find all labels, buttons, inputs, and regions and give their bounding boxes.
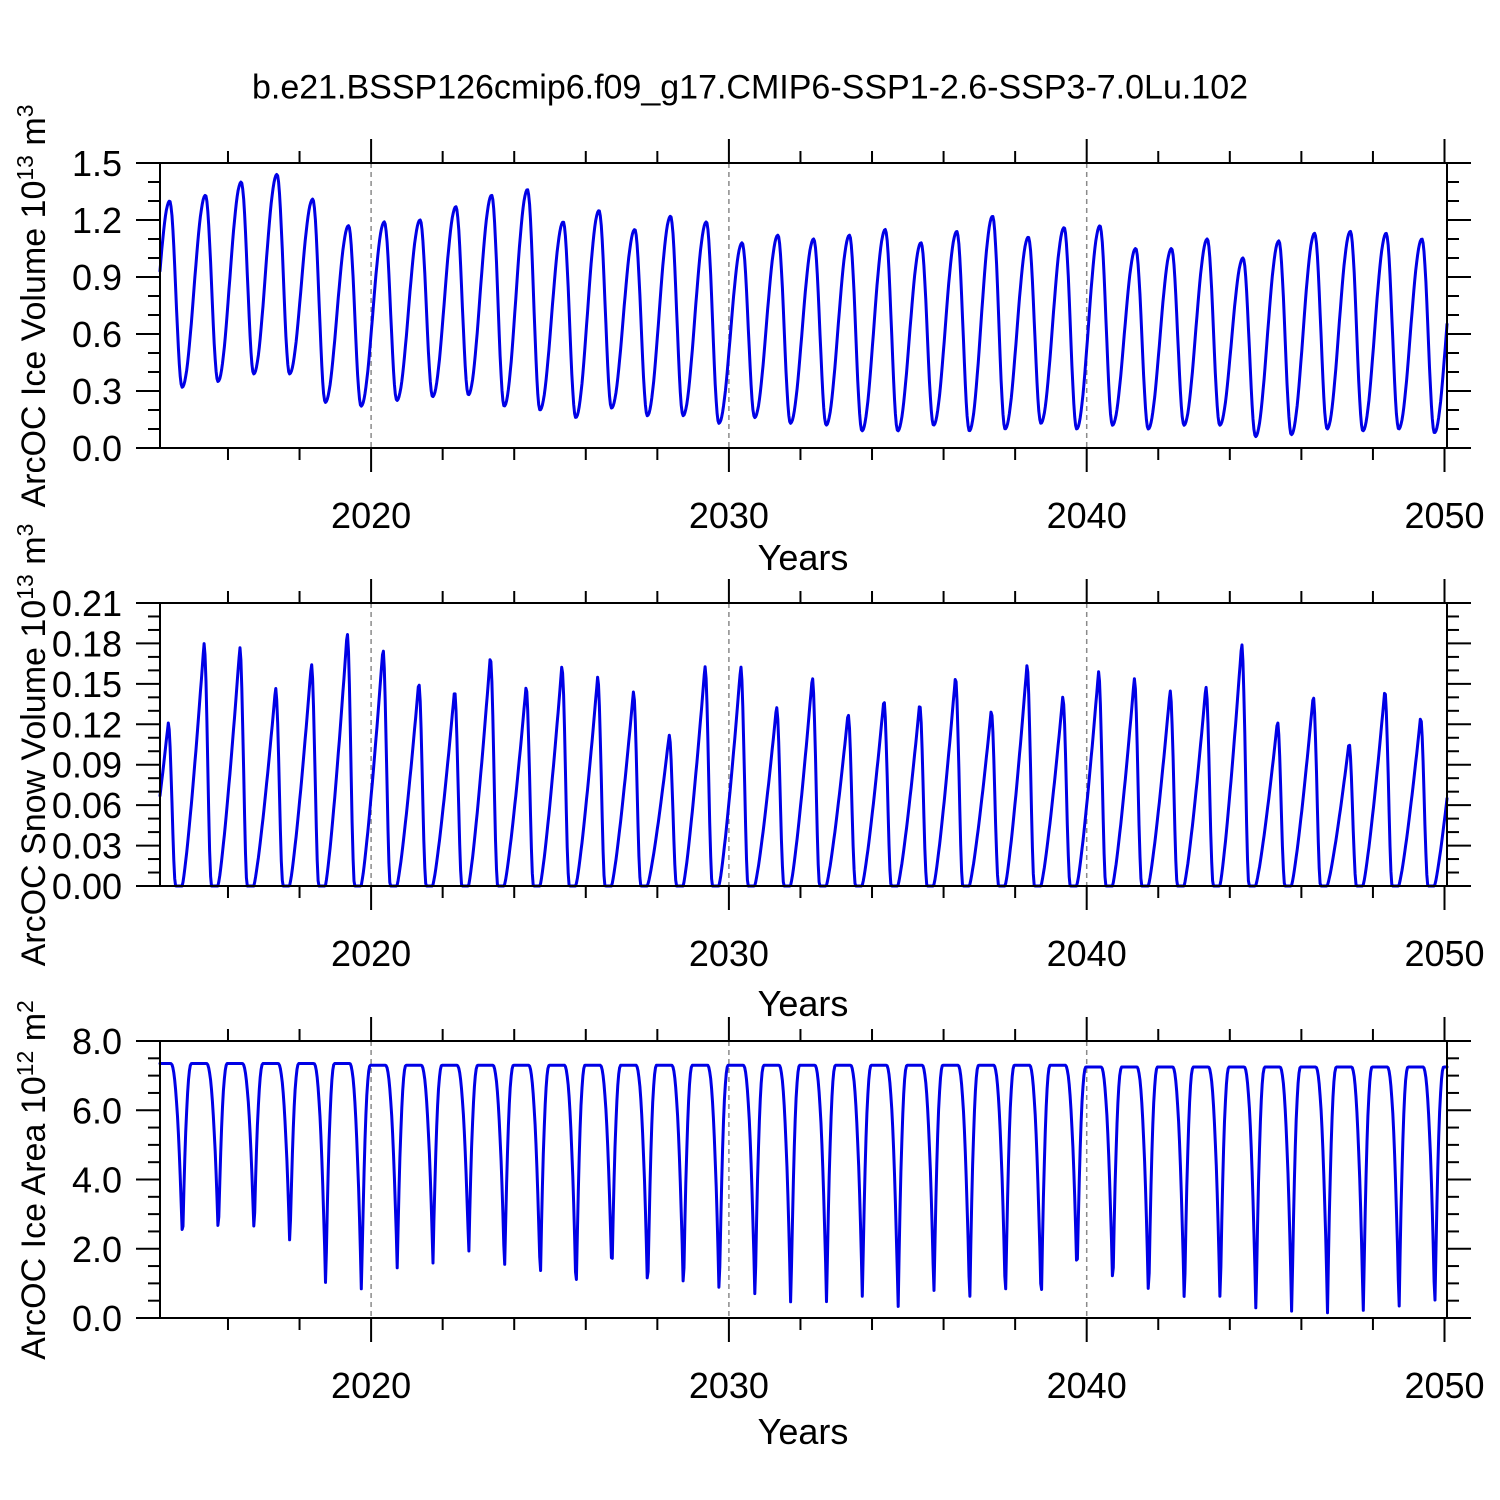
y-tick-label: 0.0	[72, 428, 122, 469]
x-axis-title-1: Years	[757, 537, 849, 578]
x-tick-label: 2040	[1047, 933, 1127, 974]
y-axis-title-ice-volume: ArcOC Ice Volume 1013 m3	[12, 104, 54, 507]
x-tick-label: 2030	[689, 495, 769, 536]
unit-exponent-text: 2	[11, 1000, 38, 1013]
y-axis-title-ice-area: ArcOC Ice Area 1012 m2	[12, 1000, 54, 1360]
y-tick-label: 0.6	[72, 314, 122, 355]
y-axis-unit-text: m	[15, 536, 54, 575]
y-tick-label: 0.18	[52, 623, 122, 664]
series-line-ice-volume	[158, 173, 1449, 439]
x-axis-title-3: Years	[757, 1411, 849, 1452]
y-axis-title-text: ArcOC Ice Area 10	[15, 1076, 54, 1360]
y-tick-label: 0.21	[52, 583, 122, 624]
series-line-snow-volume	[158, 633, 1449, 888]
y-axis-title-text: ArcOC Ice Volume 10	[15, 180, 54, 508]
panel-ice-area: 0.0 2.0 4.0 6.0 8.0 2020 2030 2040 2050	[72, 1017, 1485, 1406]
y-axis-title-text: ArcOC Snow Volume 10	[15, 599, 54, 967]
unit-exponent-text: 3	[11, 523, 38, 537]
y-tick-label: 0.15	[52, 664, 122, 705]
x-tick-label: 2020	[331, 1365, 411, 1406]
y-tick-label: 0.09	[52, 745, 122, 786]
x-tick-label: 2050	[1404, 1365, 1484, 1406]
y-tick-label: 0.3	[72, 371, 122, 412]
y-tick-label: 0.12	[52, 704, 122, 745]
y-tick-label: 0.03	[52, 826, 122, 867]
x-tick-label: 2050	[1404, 495, 1484, 536]
x-tick-label: 2040	[1047, 1365, 1127, 1406]
y-tick-label: 0.9	[72, 257, 122, 298]
axis-frame	[159, 162, 1448, 449]
y-tick-label: 4.0	[72, 1160, 122, 1201]
y-tick-label: 1.2	[72, 200, 122, 241]
exponent-text: 13	[11, 155, 38, 181]
chart-title: b.e21.BSSP126cmip6.f09_g17.CMIP6-SSP1-2.…	[251, 68, 1249, 107]
x-axis-title-2: Years	[757, 983, 849, 1024]
y-axis-unit-text: m	[15, 1012, 54, 1051]
y-tick-label: 0.06	[52, 785, 122, 826]
y-tick-label: 0.0	[72, 1298, 122, 1339]
axis-frame	[159, 602, 1448, 887]
x-tick-label: 2040	[1047, 495, 1127, 536]
unit-exponent-text: 3	[11, 104, 38, 118]
y-axis-title-snow-volume: ArcOC Snow Volume 1013 m3	[12, 524, 54, 967]
panel-ice-volume: 0.0 0.3 0.6 0.9 1.2 1.5 2020 2030 2040 2050	[72, 139, 1485, 536]
exponent-text: 12	[11, 1050, 38, 1077]
y-axis-unit-text: m	[15, 117, 54, 156]
x-tick-label: 2020	[331, 933, 411, 974]
x-tick-label: 2030	[689, 1365, 769, 1406]
x-tick-label: 2030	[689, 933, 769, 974]
y-tick-label: 1.5	[72, 143, 122, 184]
y-tick-label: 2.0	[72, 1229, 122, 1270]
exponent-text: 13	[11, 574, 38, 600]
x-tick-label: 2020	[331, 495, 411, 536]
panel-snow-volume: 0.000.030.060.090.120.150.180.21 2020 2030…	[52, 579, 1485, 974]
y-tick-label: 8.0	[72, 1021, 122, 1062]
series-line-ice-area	[158, 1062, 1449, 1315]
x-tick-label: 2050	[1404, 933, 1484, 974]
y-tick-label: 0.00	[52, 866, 122, 907]
y-tick-label: 6.0	[72, 1090, 122, 1131]
